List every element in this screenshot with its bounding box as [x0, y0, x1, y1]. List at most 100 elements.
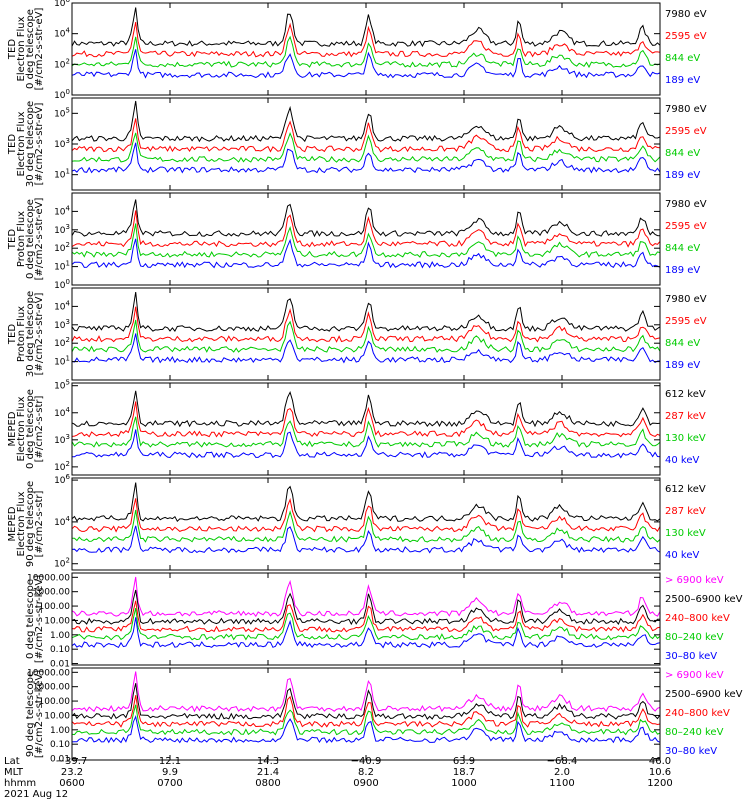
y-tick-label: 100	[54, 278, 70, 291]
footer-lat-value: 12.1	[159, 756, 181, 767]
series-line-3	[71, 600, 661, 633]
legend-entry: 612 keV	[665, 389, 706, 400]
legend-entry: 240–800 keV	[665, 708, 730, 719]
series-line-1	[71, 7, 661, 48]
y-axis-label: Proton Flux	[16, 211, 27, 267]
legend-entry: 189 eV	[665, 75, 700, 86]
y-tick-label: 103	[54, 318, 70, 331]
y-tick-label: 105	[54, 106, 70, 119]
y-tick-label: 1000.00	[33, 683, 70, 693]
legend-entry: 2500–6900 keV	[665, 594, 743, 605]
footer-mlt-value: 2.0	[554, 767, 570, 778]
footer-mlt-value: 23.2	[61, 767, 83, 778]
series-line-4	[71, 238, 661, 269]
y-axis-label: 0 deg telescope	[25, 9, 36, 89]
series-line-1	[71, 576, 661, 618]
series-line-3	[72, 509, 661, 543]
series-line-3	[71, 416, 661, 448]
y-tick-label: 0.01	[50, 660, 70, 670]
series-line-1	[71, 671, 661, 713]
y-axis-label: 0 deg telescope	[25, 389, 36, 469]
footer-mlt-value: 21.4	[257, 767, 279, 778]
series-line-4	[71, 429, 661, 459]
footer-row-label: hhmm	[4, 778, 36, 789]
legend-entry: 2595 eV	[665, 31, 707, 42]
series-line-4	[71, 49, 661, 79]
panel-frame	[71, 572, 661, 666]
series-line-2	[71, 683, 661, 720]
y-tick-label: 1.00	[50, 726, 70, 736]
footer-lat-value: −39.7	[57, 756, 88, 767]
y-tick-label: 100	[54, 88, 70, 101]
series-line-2	[71, 306, 661, 343]
y-tick-label: 102	[54, 557, 70, 570]
legend-entry: 844 eV	[665, 243, 700, 254]
series-line-1	[71, 199, 661, 238]
footer-hhmm-value: 1100	[549, 778, 574, 789]
series-line-4	[71, 142, 661, 174]
y-axis-label: [#/cm2-s-str-eV]	[34, 8, 45, 91]
y-axis-label: 90 deg telescope	[25, 481, 36, 567]
series-line-1	[71, 100, 661, 143]
y-axis-label: [#/cm2-s-str-eV]	[34, 103, 45, 186]
y-axis-label: TED	[7, 134, 18, 155]
y-tick-label: 1000.00	[33, 588, 70, 598]
legend-entry: 189 eV	[665, 360, 700, 371]
series-line-2	[71, 210, 661, 248]
y-tick-label: 102	[54, 336, 70, 349]
y-tick-label: 103	[54, 223, 70, 236]
y-tick-label: 10.00	[44, 616, 70, 626]
y-axis-label: [#/cm2-s-str-eV]	[34, 198, 45, 281]
legend-entry: 130 keV	[665, 528, 706, 539]
footer-hhmm-value: 1000	[451, 778, 476, 789]
footer-mlt-value: 18.7	[453, 767, 475, 778]
legend-entry: 240–800 keV	[665, 613, 730, 624]
y-axis-label: Electron Flux	[16, 16, 27, 81]
series-line-3	[71, 319, 661, 353]
series-line-4	[71, 333, 661, 364]
y-tick-label: 10.00	[44, 711, 70, 721]
legend-entry: 7980 eV	[665, 104, 707, 115]
y-tick-label: 10000.00	[27, 573, 70, 583]
legend-entry: 80–240 keV	[665, 727, 724, 738]
footer-mlt-value: 8.2	[358, 767, 374, 778]
y-tick-label: 103	[54, 137, 70, 150]
y-tick-label: 100.00	[39, 602, 71, 612]
series-line-1	[71, 482, 661, 523]
legend-entry: 844 eV	[665, 53, 700, 64]
legend-entry: 7980 eV	[665, 199, 707, 210]
panel-8: 0.01 0.10 1.00 10.00 100.00 1000.00 10000.0090…	[25, 667, 743, 765]
y-tick-label: 104	[54, 27, 70, 40]
footer-hhmm-value: 1200	[647, 778, 672, 789]
footer-row-label: Lat	[4, 756, 20, 767]
legend-entry: 80–240 keV	[665, 632, 724, 643]
y-axis-label: Proton Flux	[16, 306, 27, 362]
y-tick-label: 0.01	[50, 755, 70, 765]
y-tick-label: 103	[54, 433, 70, 446]
y-tick-label: 0.10	[50, 645, 70, 655]
legend-entry: 2595 eV	[665, 221, 707, 232]
legend-entry: 2595 eV	[665, 316, 707, 327]
y-axis-label: 30 deg telescope	[25, 101, 36, 187]
legend-entry: 189 eV	[665, 170, 700, 181]
y-tick-label: 100.00	[39, 697, 71, 707]
legend-entry: 189 eV	[665, 265, 700, 276]
series-line-3	[71, 695, 661, 728]
series-line-2	[71, 498, 661, 533]
series-line-1	[71, 292, 661, 333]
y-axis-label: 90 deg telescope	[25, 671, 36, 757]
y-tick-label: 104	[54, 299, 70, 312]
legend-entry: 844 eV	[665, 338, 700, 349]
y-tick-label: 101	[54, 168, 70, 181]
y-tick-label: 101	[54, 260, 70, 273]
y-axis-label: TED	[7, 229, 18, 250]
footer-hhmm-value: 0700	[157, 778, 182, 789]
series-line-5	[71, 714, 661, 744]
y-axis-label: Electron Flux	[16, 491, 27, 556]
legend-entry: > 6900 keV	[665, 670, 724, 681]
panel-7: 0.01 0.10 1.00 10.00 100.00 1000.00 10000.000 …	[25, 572, 743, 670]
